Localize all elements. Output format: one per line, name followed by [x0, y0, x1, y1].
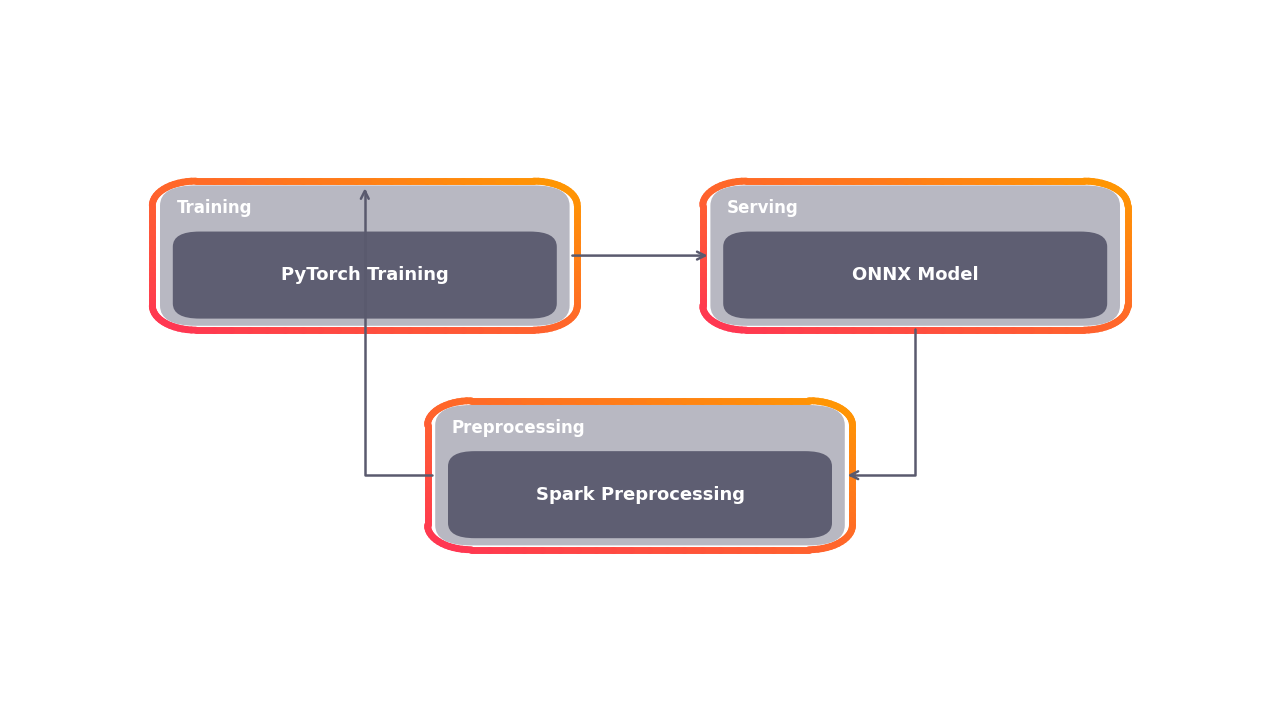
FancyBboxPatch shape [160, 186, 570, 326]
FancyBboxPatch shape [435, 405, 845, 546]
Text: Training: Training [177, 199, 252, 217]
Text: PyTorch Training: PyTorch Training [280, 266, 449, 284]
Text: Preprocessing: Preprocessing [452, 419, 585, 437]
FancyBboxPatch shape [710, 186, 1120, 326]
FancyBboxPatch shape [173, 232, 557, 319]
Text: Spark Preprocessing: Spark Preprocessing [535, 486, 745, 504]
FancyBboxPatch shape [723, 232, 1107, 319]
Text: ONNX Model: ONNX Model [852, 266, 978, 284]
FancyBboxPatch shape [448, 451, 832, 539]
Text: Serving: Serving [727, 199, 799, 217]
